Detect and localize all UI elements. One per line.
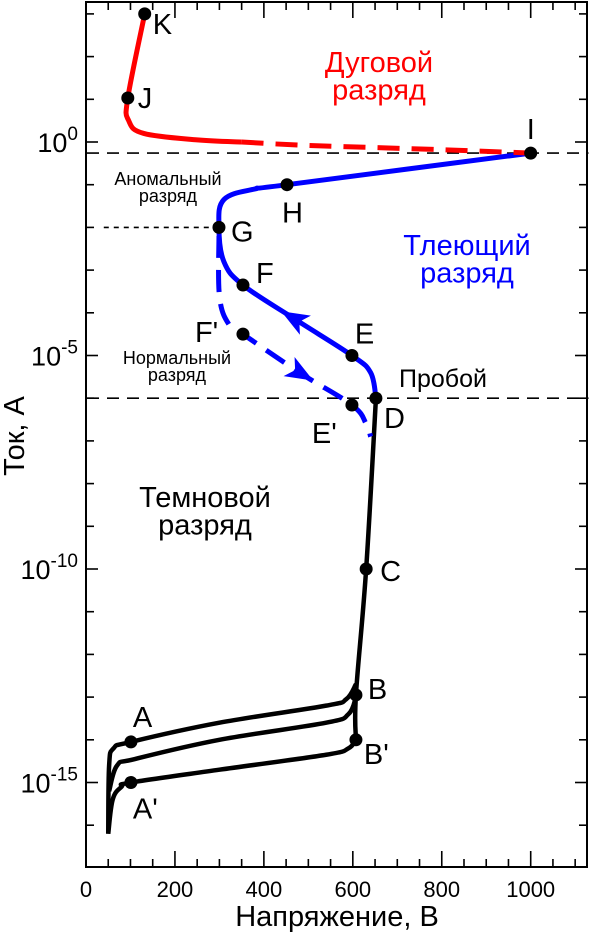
point-label: H [282, 198, 303, 230]
normal-discharge-label: Нормальный разряд [123, 348, 231, 385]
arc-discharge-transition-curve [241, 139, 531, 156]
glow-region-label: Тлеющий разряд [403, 230, 530, 290]
point-I-marker [524, 146, 538, 160]
point-H-marker [280, 178, 294, 192]
point-F-marker [236, 278, 250, 292]
y-tick-label: 100 [37, 124, 78, 158]
x-tick-label: 400 [246, 877, 283, 902]
direction-arrows [281, 311, 314, 381]
arc-discharge-curve [123, 13, 242, 145]
x-axis-ticks: 0 200 400 600 800 1000 [80, 2, 576, 902]
y-tick-label: 10-5 [31, 338, 78, 372]
glow-discharge-hysteresis-curve [216, 235, 374, 438]
point-Aprime-marker [124, 776, 138, 789]
x-tick-label: 1000 [506, 877, 555, 902]
point-label: D [384, 403, 405, 435]
point-label: A [133, 702, 153, 734]
y-axis-ticks: 100 10-5 10-10 10-15 [20, 13, 587, 827]
arc-region-label: Дуговой разряд [325, 47, 433, 107]
x-tick-label: 200 [157, 877, 194, 902]
point-label: E' [312, 418, 337, 450]
abnormal-discharge-label: Аномальный разряд [114, 169, 221, 206]
region-annotations: Дуговой разряд Тлеющий разряд Аномальный разр… [114, 47, 530, 542]
x-tick-label: 0 [80, 877, 92, 902]
dark-discharge-A-curve [105, 683, 358, 834]
point-label: G [231, 216, 254, 248]
breakdown-label: Пробой [399, 365, 487, 393]
dark-discharge-label: Темновой разряд [139, 482, 271, 542]
point-A-marker [124, 735, 138, 749]
axes: 0 200 400 600 800 1000 100 10-5 10-10 10-15 Напр… [0, 1, 588, 933]
y-axis-label: Ток, А [0, 395, 31, 475]
dark-discharge-Aprime-curve [106, 738, 358, 835]
point-G-marker [212, 220, 226, 234]
point-Eprime-marker [345, 398, 359, 412]
point-B-marker [349, 688, 363, 702]
labeled-points: K J I HGF F' E E' D C B B' A A' [121, 7, 538, 826]
point-label: B' [364, 739, 389, 771]
point-label: B [368, 674, 387, 706]
x-tick-label: 600 [334, 877, 371, 902]
point-label: K [153, 9, 173, 41]
point-label: E [355, 319, 374, 351]
point-Bprime-marker [349, 733, 363, 747]
point-J-marker [121, 91, 135, 105]
townsend-to-breakdown-curve [352, 398, 379, 740]
point-C-marker [359, 562, 373, 576]
point-label: F [256, 258, 274, 290]
plot-frame [85, 1, 588, 868]
y-tick-label: 10-10 [20, 551, 78, 585]
point-E-marker [345, 349, 359, 362]
dark-discharge-middle-curve [106, 696, 359, 792]
point-K-marker [138, 7, 152, 21]
point-label: A' [133, 794, 158, 826]
y-tick-label: 10-15 [20, 765, 78, 799]
x-tick-label: 800 [423, 877, 460, 902]
point-label: J [138, 83, 153, 115]
point-D-marker [369, 391, 383, 405]
point-label: I [527, 114, 535, 146]
point-label: C [380, 556, 401, 588]
arrow-down-right-icon [283, 357, 314, 381]
point-Fprime-marker [236, 327, 250, 341]
arrow-up-left-icon [281, 311, 311, 335]
point-label: F' [195, 317, 218, 349]
x-axis-label: Напряжение, В [235, 901, 439, 933]
